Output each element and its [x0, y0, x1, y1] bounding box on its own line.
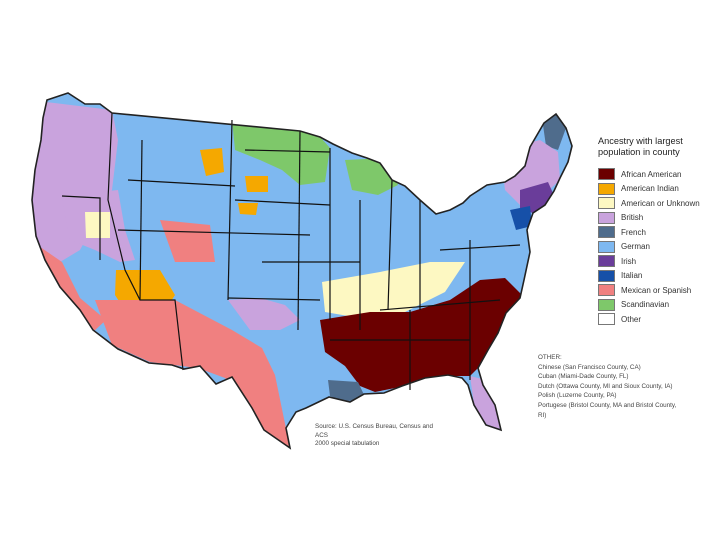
american-region-appalachia	[322, 262, 465, 318]
legend-label: African American	[621, 169, 682, 179]
legend-label: Irish	[621, 256, 637, 266]
legend-swatch	[598, 197, 615, 210]
other-heading: OTHER:	[538, 354, 562, 361]
legend-swatch	[598, 284, 615, 297]
other-line: Polish (Luzerne County, PA)	[538, 392, 617, 400]
legend-label: Scandinavian	[621, 300, 670, 310]
legend-label: American or Unknown	[621, 198, 700, 208]
legend-item: British	[598, 211, 716, 226]
italian-region-new-york	[510, 206, 532, 230]
legend-label: American Indian	[621, 184, 679, 194]
other-line: Portugese (Bristol County, MA and Bristo…	[538, 401, 677, 409]
french-region-maine	[542, 114, 566, 150]
legend-swatch	[598, 240, 615, 253]
legend-swatch	[598, 269, 615, 282]
french-region-louisiana	[328, 380, 365, 402]
legend-label: Other	[621, 314, 642, 324]
legend-item: African American	[598, 167, 716, 182]
british-region-florida	[470, 376, 500, 430]
legend-item: German	[598, 240, 716, 255]
african-american-region-south	[320, 278, 522, 392]
mexican-region-california	[32, 240, 106, 332]
legend-swatch	[598, 168, 615, 181]
legend-label: Mexican or Spanish	[621, 285, 692, 295]
legend-swatch	[598, 226, 615, 239]
british-region-northwest	[32, 100, 118, 262]
legend-label: British	[621, 213, 644, 223]
legend-label: German	[621, 242, 650, 252]
other-line: Cuban (Miami-Dade County, FL)	[538, 373, 629, 381]
other-lines: Chinese (San Francisco County, CA) Cuban …	[538, 363, 716, 421]
state-borders	[61, 112, 521, 390]
legend-item: French	[598, 225, 716, 240]
legend-item: American or Unknown	[598, 196, 716, 211]
legend-item: Irish	[598, 254, 716, 269]
legend-swatch	[598, 211, 615, 224]
source-line-2: 2000 special tabulation	[315, 440, 380, 448]
legend-label: French	[621, 227, 646, 237]
american-indian-region-plains	[200, 148, 224, 176]
legend-item: Italian	[598, 269, 716, 284]
american-region-utah	[85, 212, 110, 238]
british-region-oklahoma	[228, 298, 300, 330]
source-note: Source: U.S. Census Bureau, Census and A…	[315, 423, 435, 449]
other-line: RI)	[538, 411, 547, 419]
legend-item: American Indian	[598, 182, 716, 197]
other-ancestries-note: OTHER: Chinese (San Francisco County, CA…	[538, 353, 716, 420]
american-indian-region-pine-ridge	[238, 203, 258, 215]
mexican-region-southwest-texas	[95, 300, 290, 448]
mexican-region-colorado	[160, 220, 215, 262]
scandinavian-region-north-plains	[232, 120, 330, 185]
map-legend: Ancestry with largest population in coun…	[598, 136, 716, 327]
other-line: Chinese (San Francisco County, CA)	[538, 363, 641, 371]
legend-item: Scandinavian	[598, 298, 716, 313]
legend-title: Ancestry with largest population in coun…	[598, 136, 683, 157]
legend-label: Italian	[621, 271, 643, 281]
legend-swatch	[598, 255, 615, 268]
legend-swatch	[598, 182, 615, 195]
american-indian-region-dakota	[245, 176, 268, 192]
legend-item: Mexican or Spanish	[598, 283, 716, 298]
source-line-1: Source: U.S. Census Bureau, Census and A…	[315, 423, 433, 439]
legend-items: African American American Indian American …	[598, 167, 716, 327]
legend-swatch	[598, 298, 615, 311]
legend-swatch	[598, 313, 615, 326]
other-line: Dutch (Ottawa County, MI and Sioux Count…	[538, 382, 673, 390]
legend-item: Other	[598, 312, 716, 327]
